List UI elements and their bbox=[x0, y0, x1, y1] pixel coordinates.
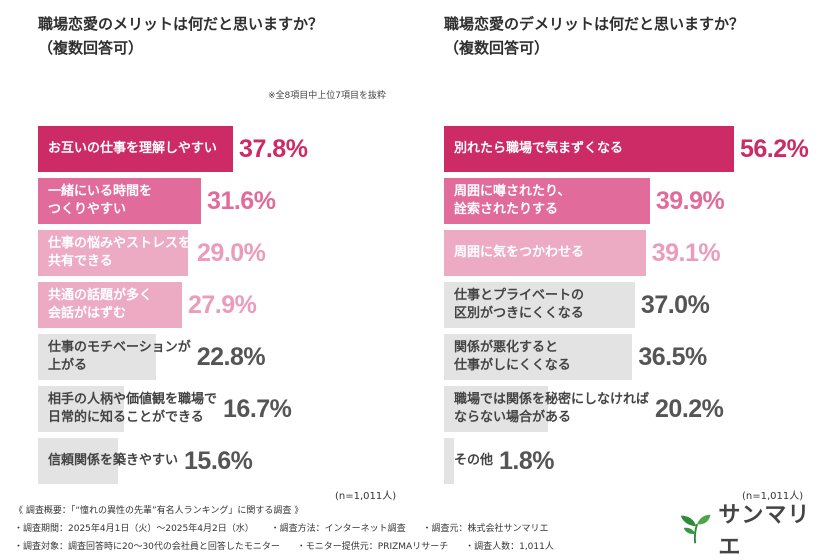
left-bar-value: 29.0% bbox=[197, 238, 266, 267]
right-bar-row: 職場では関係を秘密にしなければ ならない場合がある 20.2% bbox=[444, 386, 836, 432]
footer-survey-target: ・調査対象：調査回答時に20〜30代の会社員と回答したモニター ・モニター提供元… bbox=[14, 539, 568, 552]
left-chart-title: 職場恋愛のメリットは何だと思いますか？ （複数回答可） bbox=[38, 15, 324, 57]
right-bar-value: 39.9% bbox=[655, 186, 725, 215]
left-bar-label: 共通の話題が多く 会話がはずむ bbox=[48, 288, 153, 321]
right-chart-title: 職場恋愛のデメリットは何だと思いますか？ （複数回答可） bbox=[444, 15, 745, 57]
company-logo: サンマリエ bbox=[678, 503, 828, 560]
footer-survey-method: ・調査方法：インターネット調査 bbox=[270, 524, 406, 534]
right-bar bbox=[444, 438, 454, 484]
left-bar-label: 信頼関係を築きやすい bbox=[48, 453, 179, 468]
footer-survey-details: ・調査期間：2025年4月1日（火）〜2025年4月2日（水） ・調査方法：イン… bbox=[14, 521, 563, 534]
left-bar-row: 一緒にいる時間を つくりやすい 31.6% bbox=[38, 178, 428, 224]
right-bar-label: 関係が悪化すると 仕事がしにくくなる bbox=[454, 340, 571, 373]
right-bar-value: 39.1% bbox=[651, 238, 721, 267]
left-bar bbox=[38, 178, 202, 224]
left-bar bbox=[38, 126, 234, 172]
right-bar-row: 別れたら職場で気まずくなる 56.2% bbox=[444, 126, 836, 172]
left-bar bbox=[38, 282, 182, 328]
left-bar-row: お互いの仕事を理解しやすい 37.8% bbox=[38, 126, 428, 172]
left-bar-value: 22.8% bbox=[196, 342, 266, 371]
right-bar-value: 20.2% bbox=[655, 394, 724, 423]
left-bar bbox=[38, 230, 188, 276]
right-bar-row: 関係が悪化すると 仕事がしにくくなる 36.5% bbox=[444, 334, 836, 380]
right-bar-label: 職場では関係を秘密にしなければ ならない場合がある bbox=[454, 392, 650, 425]
left-bar-label: 仕事の悩みやストレスを 共有できる bbox=[48, 236, 192, 269]
footer-survey-provider: ・モニター提供元：PRIZMAリサーチ bbox=[296, 542, 449, 552]
right-bar bbox=[444, 126, 734, 172]
right-bar-value: 1.8% bbox=[499, 446, 554, 475]
left-sample-size: (n=1,011人) bbox=[335, 491, 397, 502]
left-bar-value: 37.8% bbox=[239, 134, 308, 163]
left-bar-value: 15.6% bbox=[184, 446, 253, 475]
right-bar-value: 56.2% bbox=[740, 134, 809, 163]
left-bar-value: 31.6% bbox=[207, 186, 276, 215]
footer-survey-title: 《 調査概要：「“憧れの異性の先輩”有名人ランキング」に関する調査 》 bbox=[14, 506, 304, 516]
right-bar-row: 周囲に気をつかわせる 39.1% bbox=[444, 230, 836, 276]
right-sample-size: (n=1,011人) bbox=[742, 491, 804, 502]
right-bar-chart: 別れたら職場で気まずくなる 56.2% 周囲に噂されたり、 詮索されたりする 39.9… bbox=[444, 126, 836, 484]
footer-survey-subjects: ・調査対象：調査回答時に20〜30代の会社員と回答したモニター bbox=[14, 542, 280, 552]
left-bar-row: 共通の話題が多く 会話がはずむ 27.9% bbox=[38, 282, 428, 328]
right-bar-label: その他 bbox=[454, 453, 494, 468]
footer-survey-source: ・調査元：株式会社サンマリエ bbox=[422, 524, 549, 534]
right-bar-row: 周囲に噂されたり、 詮索されたりする 39.9% bbox=[444, 178, 836, 224]
right-bar bbox=[444, 334, 633, 380]
left-bar-label: 仕事のモチベーションが 上がる bbox=[48, 340, 191, 373]
left-bar-row: 信頼関係を築きやすい 15.6% bbox=[38, 438, 428, 484]
company-logo-text: サンマリエ bbox=[718, 503, 811, 560]
right-bar-label: 周囲に気をつかわせる bbox=[454, 245, 585, 260]
right-bar-label: 周囲に噂されたり、 詮索されたりする bbox=[454, 184, 571, 217]
right-bar bbox=[444, 282, 635, 328]
left-bar-label: 一緒にいる時間を つくりやすい bbox=[48, 184, 153, 217]
left-bar-row: 相手の人柄や価値観を職場で 日常的に知ることができる 16.7% bbox=[38, 386, 428, 432]
leaf-logo-icon bbox=[680, 514, 711, 544]
left-bar-value: 16.7% bbox=[223, 394, 292, 423]
left-bar-chart: お互いの仕事を理解しやすい 37.8% 一緒にいる時間を つくりやすい 31.6% 仕事… bbox=[38, 126, 428, 484]
left-bar bbox=[38, 334, 156, 380]
left-bar-value: 27.9% bbox=[187, 290, 257, 319]
left-bar-row: 仕事のモチベーションが 上がる 22.8% bbox=[38, 334, 428, 380]
right-bar bbox=[444, 230, 646, 276]
left-bar-row: 仕事の悩みやストレスを 共有できる 29.0% bbox=[38, 230, 428, 276]
footer-survey-period: ・調査期間：2025年4月1日（火）〜2025年4月2日（水） bbox=[14, 524, 254, 534]
right-bar-row: その他 1.8% bbox=[444, 438, 836, 484]
right-bar-value: 36.5% bbox=[638, 342, 707, 371]
left-bar-label: お互いの仕事を理解しやすい bbox=[48, 141, 217, 156]
right-bar bbox=[444, 386, 549, 432]
left-bar bbox=[38, 438, 119, 484]
right-bar-value: 37.0% bbox=[640, 290, 710, 319]
left-bar bbox=[38, 386, 125, 432]
right-bar-label: 別れたら職場で気まずくなる bbox=[454, 141, 624, 156]
left-bar-label: 相手の人柄や価値観を職場で 日常的に知ることができる bbox=[48, 392, 218, 425]
right-bar-label: 仕事とプライベートの 区別がつきにくくなる bbox=[454, 288, 585, 321]
footer-survey-count: ・調査人数：1,011人 bbox=[465, 542, 554, 552]
right-bar-row: 仕事とプライベートの 区別がつきにくくなる 37.0% bbox=[444, 282, 836, 328]
right-bar bbox=[444, 178, 650, 224]
left-chart-note: ※全8項目中上位7項目を抜粋 bbox=[268, 91, 386, 101]
